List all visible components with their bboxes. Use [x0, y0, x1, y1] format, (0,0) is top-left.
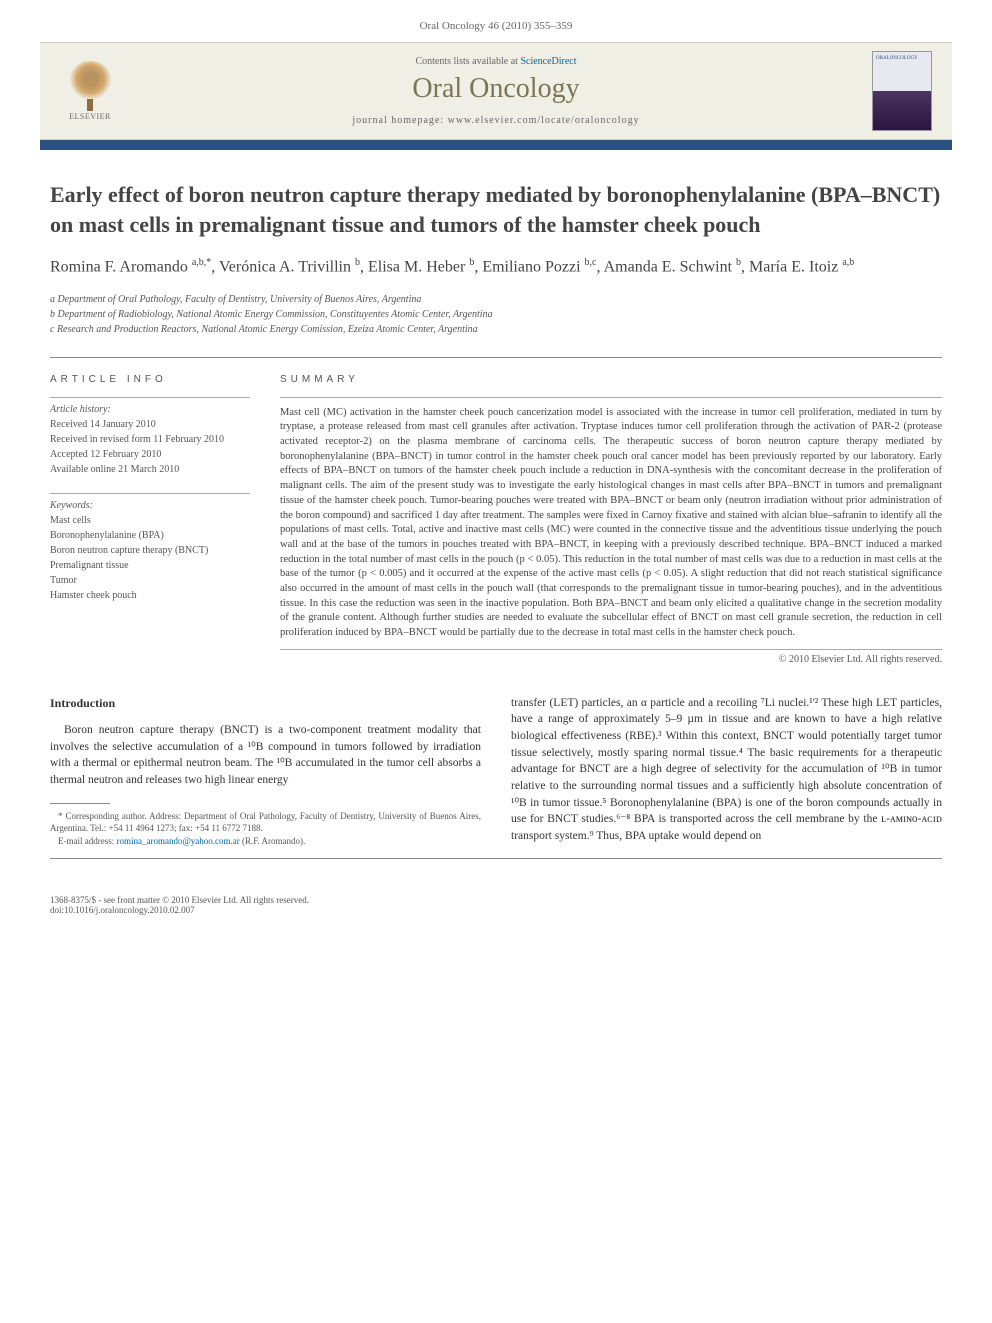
journal-cover-thumbnail[interactable]: ORALONCOLOGY: [872, 51, 932, 131]
sciencedirect-link[interactable]: ScienceDirect: [520, 56, 576, 67]
history-online: Available online 21 March 2010: [50, 462, 250, 477]
history-received: Received 14 January 2010: [50, 417, 250, 432]
keyword-1: Boronophenylalanine (BPA): [50, 528, 250, 543]
journal-banner: ELSEVIER Contents lists available at Sci…: [40, 42, 952, 140]
summary-heading: SUMMARY: [280, 374, 942, 385]
intro-paragraph-1: Boron neutron capture therapy (BNCT) is …: [50, 722, 481, 789]
keyword-3: Premalignant tissue: [50, 558, 250, 573]
email-suffix: (R.F. Aromando).: [240, 836, 306, 846]
summary-copyright: © 2010 Elsevier Ltd. All rights reserved…: [280, 654, 942, 665]
body-column-left: Introduction Boron neutron capture thera…: [50, 695, 481, 848]
history-accepted: Accepted 12 February 2010: [50, 447, 250, 462]
article-content: Early effect of boron neutron capture th…: [0, 150, 992, 889]
article-info-column: ARTICLE INFO Article history: Received 1…: [50, 374, 250, 665]
keyword-4: Tumor: [50, 573, 250, 588]
article-title: Early effect of boron neutron capture th…: [50, 180, 942, 239]
journal-name: Oral Oncology: [120, 73, 872, 105]
article-history-block: Article history: Received 14 January 201…: [50, 397, 250, 477]
email-label: E-mail address:: [58, 836, 116, 846]
affiliation-a: a Department of Oral Pathology, Faculty …: [50, 292, 942, 307]
affiliation-b: b Department of Radiobiology, National A…: [50, 307, 942, 322]
corresponding-author-footnote: * Corresponding author. Address: Departm…: [50, 810, 481, 835]
elsevier-logo[interactable]: ELSEVIER: [60, 59, 120, 124]
footer-doi: doi:10.1016/j.oraloncology.2010.02.007: [50, 905, 309, 915]
contents-available-line: Contents lists available at ScienceDirec…: [120, 56, 872, 67]
footer-issn: 1368-8375/$ - see front matter © 2010 El…: [50, 895, 309, 905]
keyword-5: Hamster cheek pouch: [50, 588, 250, 603]
email-link[interactable]: romina_aromando@yahoo.com.ar: [116, 836, 239, 846]
email-footnote: E-mail address: romina_aromando@yahoo.co…: [50, 835, 481, 848]
body-column-right: transfer (LET) particles, an α particle …: [511, 695, 942, 848]
history-label: Article history:: [50, 404, 250, 415]
elsevier-label: ELSEVIER: [69, 112, 111, 121]
journal-homepage: journal homepage: www.elsevier.com/locat…: [120, 115, 872, 126]
introduction-heading: Introduction: [50, 695, 481, 712]
summary-column: SUMMARY Mast cell (MC) activation in the…: [280, 374, 942, 665]
intro-paragraph-1-cont: transfer (LET) particles, an α particle …: [511, 695, 942, 845]
header-citation: Oral Oncology 46 (2010) 355–359: [0, 0, 992, 42]
page-footer: 1368-8375/$ - see front matter © 2010 El…: [0, 889, 992, 935]
homepage-prefix: journal homepage:: [352, 115, 447, 126]
banner-center: Contents lists available at ScienceDirec…: [120, 56, 872, 126]
keyword-2: Boron neutron capture therapy (BNCT): [50, 543, 250, 558]
summary-text: Mast cell (MC) activation in the hamster…: [280, 397, 942, 650]
footnote-separator: [50, 803, 110, 804]
info-abstract-row: ARTICLE INFO Article history: Received 1…: [50, 357, 942, 665]
affiliations: a Department of Oral Pathology, Faculty …: [50, 292, 942, 337]
footer-left: 1368-8375/$ - see front matter © 2010 El…: [50, 895, 309, 915]
history-revised: Received in revised form 11 February 201…: [50, 432, 250, 447]
authors-list: Romina F. Aromando a,b,*, Verónica A. Tr…: [50, 255, 942, 279]
contents-prefix: Contents lists available at: [415, 56, 520, 67]
body-columns: Introduction Boron neutron capture thera…: [50, 695, 942, 859]
article-info-heading: ARTICLE INFO: [50, 374, 250, 385]
keyword-0: Mast cells: [50, 513, 250, 528]
affiliation-c: c Research and Production Reactors, Nati…: [50, 322, 942, 337]
cover-title: ORALONCOLOGY: [876, 56, 918, 61]
keywords-block: Keywords: Mast cells Boronophenylalanine…: [50, 493, 250, 603]
elsevier-tree-icon: [68, 61, 113, 106]
keywords-label: Keywords:: [50, 500, 250, 511]
accent-bar: [40, 140, 952, 150]
homepage-url[interactable]: www.elsevier.com/locate/oraloncology: [448, 115, 640, 126]
